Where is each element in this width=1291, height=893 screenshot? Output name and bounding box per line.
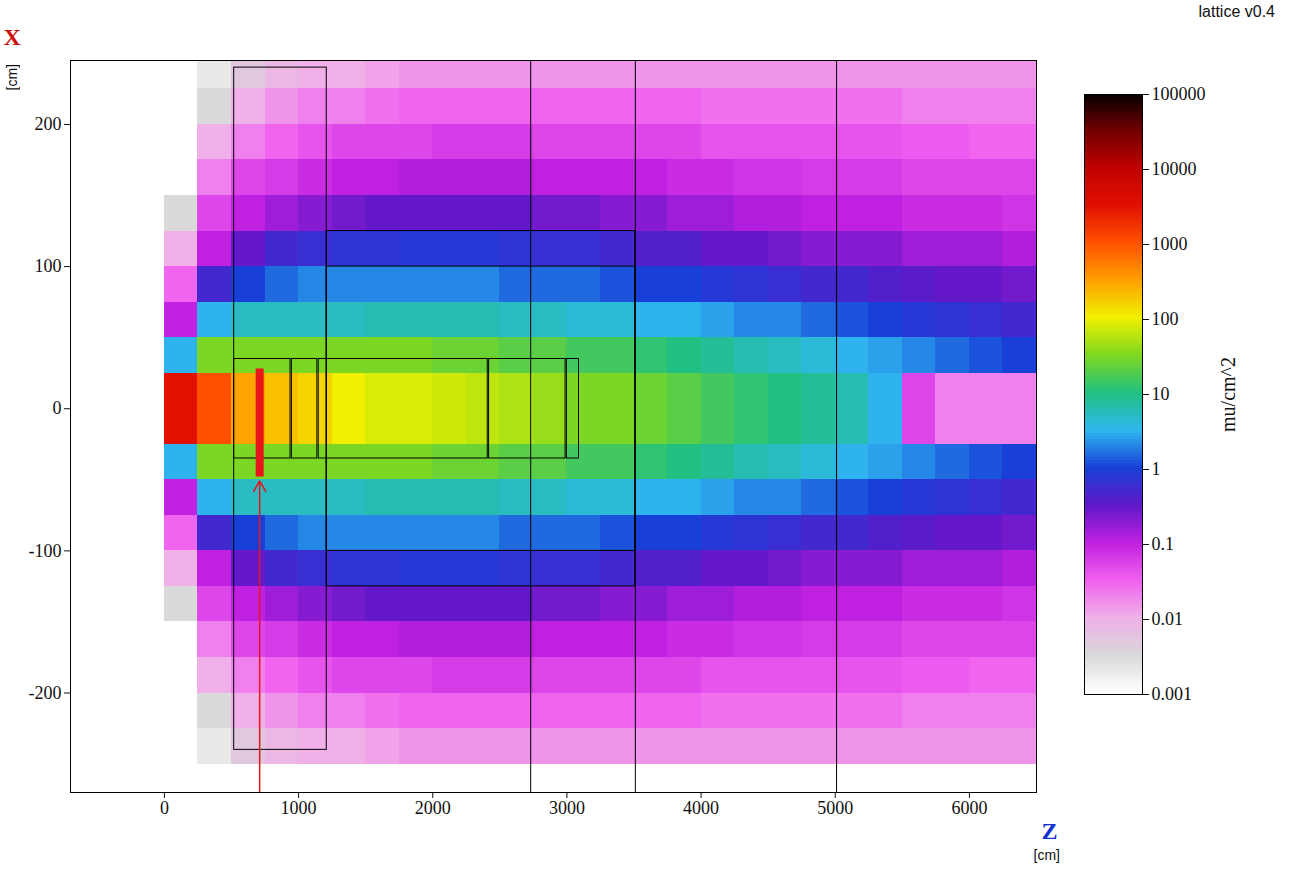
svg-text:100: 100 — [1152, 309, 1179, 329]
svg-text:1: 1 — [1152, 459, 1161, 479]
svg-text:-200: -200 — [29, 683, 62, 703]
svg-text:10: 10 — [1152, 384, 1170, 404]
svg-text:0.01: 0.01 — [1152, 609, 1184, 629]
svg-text:3000: 3000 — [549, 798, 585, 818]
svg-text:2000: 2000 — [415, 798, 451, 818]
svg-text:6000: 6000 — [951, 798, 987, 818]
svg-text:200: 200 — [35, 114, 62, 134]
svg-text:0: 0 — [53, 398, 62, 418]
svg-text:-100: -100 — [29, 541, 62, 561]
svg-text:0: 0 — [160, 798, 169, 818]
svg-text:mu/cm^2: mu/cm^2 — [1217, 357, 1239, 432]
svg-text:Z: Z — [1041, 818, 1057, 844]
svg-text:100: 100 — [35, 256, 62, 276]
html-text:lattice v0.4: lattice v0.4 — [1198, 3, 1275, 20]
svg-text:5000: 5000 — [817, 798, 853, 818]
svg-text:1000: 1000 — [281, 798, 317, 818]
svg-text:1000: 1000 — [1152, 234, 1188, 254]
svg-text:0.1: 0.1 — [1152, 534, 1175, 554]
html-text:[cm]: [cm] — [1033, 847, 1060, 863]
svg-text:4000: 4000 — [683, 798, 719, 818]
html-text:[cm]: [cm] — [4, 64, 20, 91]
svg-text:100000: 100000 — [1152, 84, 1206, 104]
svg-text:X: X — [4, 24, 22, 50]
svg-text:10000: 10000 — [1152, 159, 1197, 179]
svg-text:0.001: 0.001 — [1152, 684, 1193, 704]
